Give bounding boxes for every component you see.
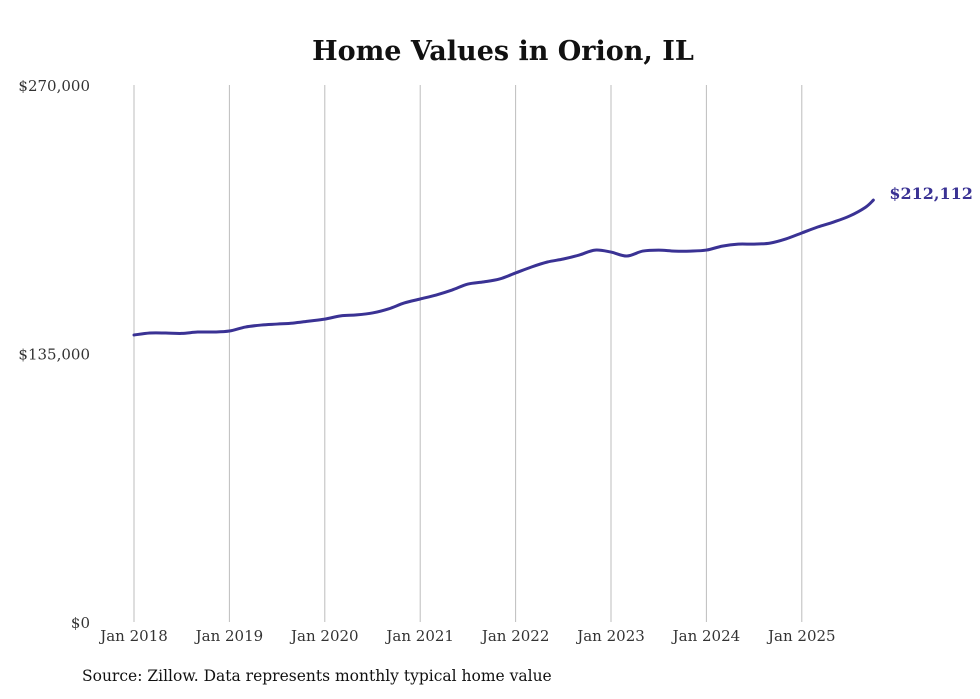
x-tick-label: Jan 2022	[480, 627, 550, 645]
x-tick-label: Jan 2025	[766, 627, 836, 645]
chart-title: Home Values in Orion, IL	[312, 36, 694, 67]
y-tick-label: $270,000	[18, 77, 90, 95]
end-value-label: $212,112	[889, 184, 973, 203]
x-tick-label: Jan 2018	[98, 627, 168, 645]
x-tick-label: Jan 2019	[194, 627, 264, 645]
series-line	[132, 198, 875, 337]
x-tick-label: Jan 2023	[575, 627, 645, 645]
y-tick-label: $0	[71, 614, 90, 632]
source-note: Source: Zillow. Data represents monthly …	[82, 667, 552, 685]
x-tick-label: Jan 2024	[671, 627, 741, 645]
x-tick-label: Jan 2021	[384, 627, 454, 645]
x-tick-label: Jan 2020	[289, 627, 359, 645]
y-tick-label: $135,000	[18, 346, 90, 364]
